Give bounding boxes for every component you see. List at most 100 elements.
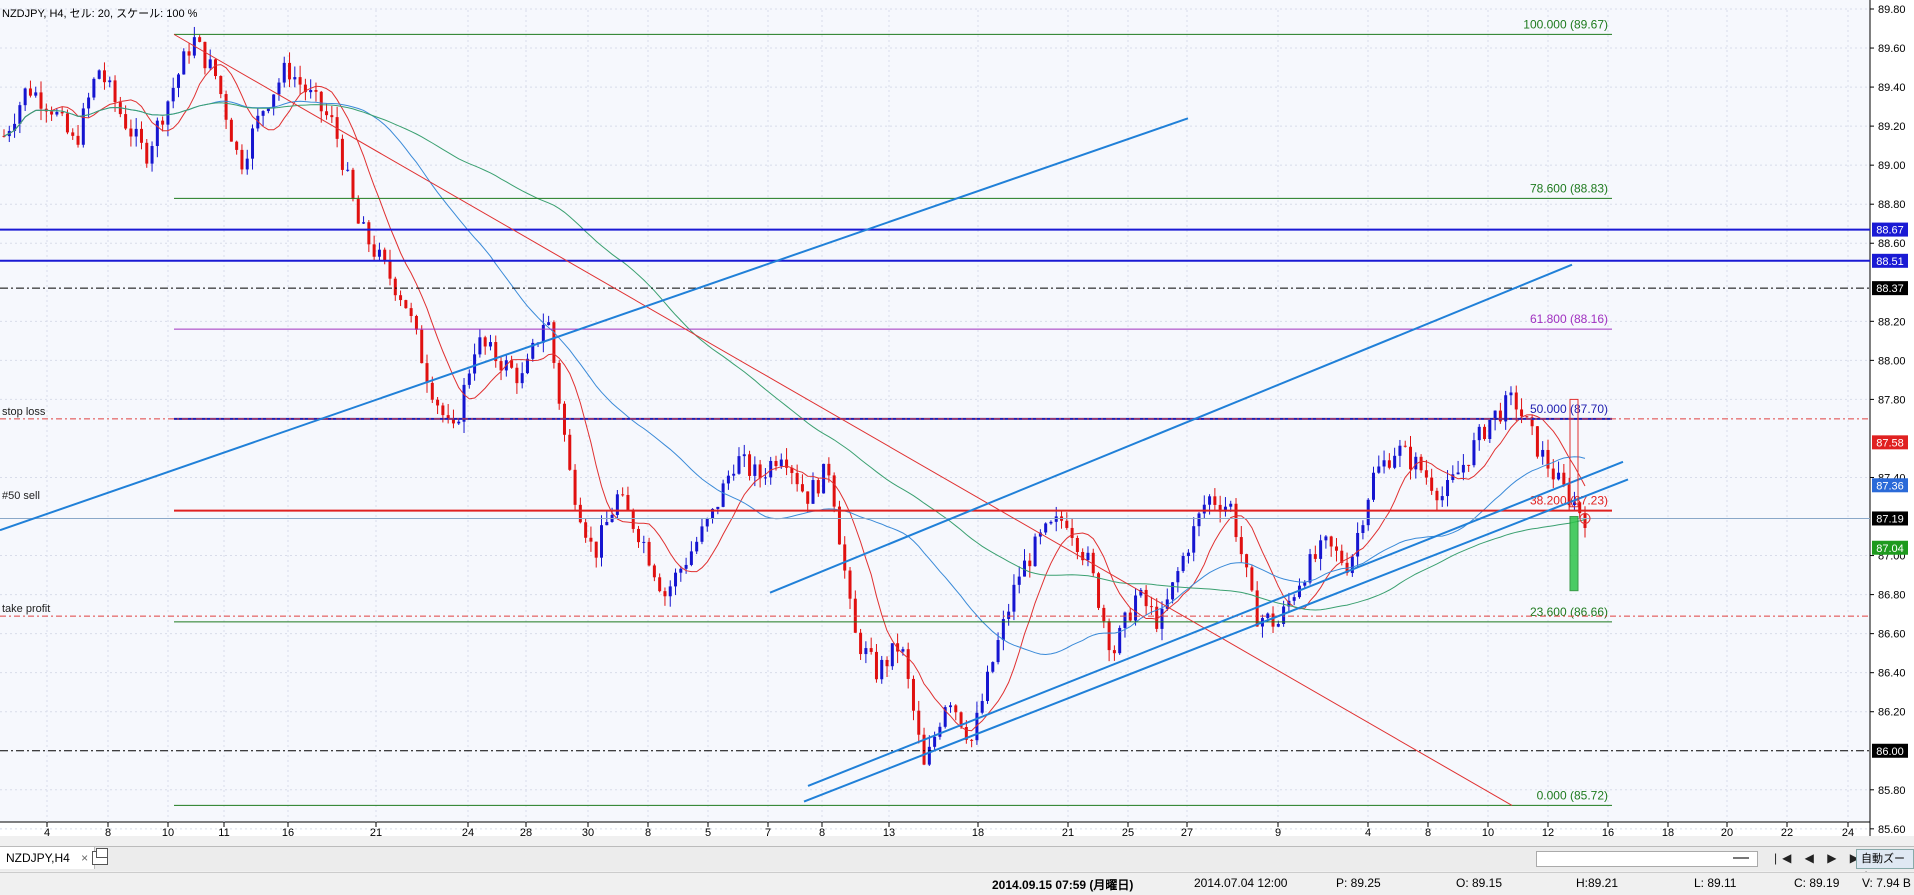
candle-body [161,120,165,125]
candle-body [235,141,239,150]
candle-body [467,373,471,385]
price-axis-label: 85.60 [1878,824,1906,836]
candle-body [800,484,804,492]
plot-background [0,0,1870,822]
time-axis-label: 20 [1721,827,1733,836]
candle-body [816,480,820,494]
time-axis-label: 22 [1781,827,1793,836]
time-axis-label: 24 [462,827,474,836]
candle-body [1424,470,1428,478]
candle-body [859,632,863,655]
price-axis-label: 88.00 [1878,355,1906,367]
scrollbar-thumb[interactable] [1733,857,1749,859]
candle-body [1118,627,1122,654]
candle-body [890,643,894,667]
time-axis-label: 9 [1275,827,1281,836]
candle-body [1546,449,1550,469]
candle-body [441,405,445,416]
candle-body [1504,395,1508,422]
candle-body [1567,484,1571,506]
candle-body [1493,410,1497,420]
fib-level-label: 23.600 (86.66) [1530,605,1608,619]
candle-body [129,128,133,137]
price-axis-label: 88.60 [1878,238,1906,250]
candle-body [198,37,202,42]
candle-body [1181,555,1185,572]
candle-body [695,541,699,552]
candle-body [1023,560,1027,577]
candle-body [404,300,408,309]
candle-body [325,111,329,116]
time-axis-label: 12 [1542,827,1554,836]
auto-zoom-button[interactable]: 自動ズーム [1856,849,1914,883]
candle-body [1276,624,1280,627]
status-bar: 2014.09.15 07:59 (月曜日) 2014.07.04 12:00 … [0,872,1914,895]
candle-body [251,128,255,159]
candle-body [642,541,646,543]
price-axis-label: 86.60 [1878,629,1906,641]
channel-lower-line-2 [803,478,1629,803]
candle-body [674,572,678,587]
candle-body [1366,499,1370,526]
candle-body [621,494,625,496]
candle-body [933,736,937,747]
channel-upper-line [769,263,1573,594]
candle-body [1414,456,1418,470]
price-axis-label: 86.20 [1878,707,1906,719]
candle-body [1350,556,1354,574]
candle-body [414,315,418,330]
candle-body [1070,527,1074,538]
candle-body [1340,550,1344,563]
status-bar-time: 2014.07.04 12:00 [1194,876,1288,890]
candle-body [1371,472,1375,500]
candle-body [679,568,683,573]
candle-body [737,456,741,474]
candle-body [510,360,514,368]
ma-mid-line [3,100,1586,656]
candle-body [980,701,984,713]
chart-area[interactable]: 89.80 89.60 89.40 89.20 89.00 88.80 88.60 88.20… [0,0,1914,836]
candle-body [1197,513,1201,527]
time-axis-label: 4 [1365,827,1371,836]
candle-body [1028,560,1032,567]
candle-body [425,363,429,383]
candle-body [584,522,588,538]
price-chart[interactable]: 89.80 89.60 89.40 89.20 89.00 88.80 88.60 88.20… [0,0,1914,836]
candle-body [494,342,498,362]
candle-body [806,491,810,504]
candle-body [705,518,709,527]
horizontal-scrollbar[interactable] [1536,851,1758,867]
candle-body [81,108,85,145]
candle-body [1038,532,1042,537]
chart-scroll-buttons[interactable]: |◀ ◀ ▶ ▶| [1774,851,1873,865]
candle-body [219,76,223,95]
candle-body [663,591,667,597]
candle-body [229,119,233,142]
candle-body [864,648,868,655]
candle-body [948,705,952,708]
time-axis-label: 21 [1062,827,1074,836]
candle-body [1186,552,1190,556]
time-axis-label: 8 [1425,827,1431,836]
restore-window-icon[interactable] [92,848,108,865]
candle-body [1520,409,1524,417]
candle-body [203,41,207,69]
candle-body [214,59,218,77]
candle-body [1541,449,1545,457]
candle-body [531,342,535,359]
candle-body [245,158,249,170]
candle-body [1287,600,1291,607]
candle-body [1356,532,1360,557]
chart-tab[interactable]: NZDJPY,H4 × [0,847,96,869]
candle-body [790,467,794,474]
candle-body [1409,446,1413,470]
price-tag-label: 87.36 [1876,480,1904,492]
candle-body [436,399,440,406]
candle-body [55,111,59,115]
candle-body [795,473,799,485]
chart-tab-label: NZDJPY,H4 [6,851,70,865]
close-icon[interactable]: × [81,851,89,865]
candle-body [827,463,831,476]
candle-body [108,80,112,83]
candle-body [145,142,149,164]
